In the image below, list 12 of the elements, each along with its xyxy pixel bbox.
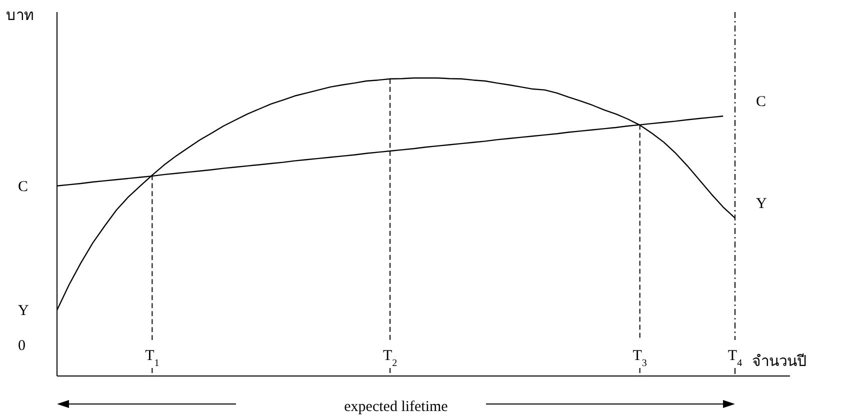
- series-label: C: [18, 178, 28, 195]
- x-tick-label: T$_{3}$: [632, 348, 647, 368]
- x-tick-label: T$_{1}$: [145, 348, 160, 368]
- arrow-expected-lifetime: expected lifetime: [57, 399, 735, 415]
- x-tick-label: T$_{4}$: [728, 348, 742, 368]
- x-axis-title: จำนวนปี: [752, 353, 807, 370]
- text: 0: [18, 338, 26, 354]
- text: C: [756, 94, 766, 110]
- series-label: Y: [756, 196, 767, 212]
- x-tick-label: T$_{2}$: [382, 348, 398, 368]
- y-axis-title: บาท: [6, 8, 34, 24]
- text: Y: [18, 303, 29, 320]
